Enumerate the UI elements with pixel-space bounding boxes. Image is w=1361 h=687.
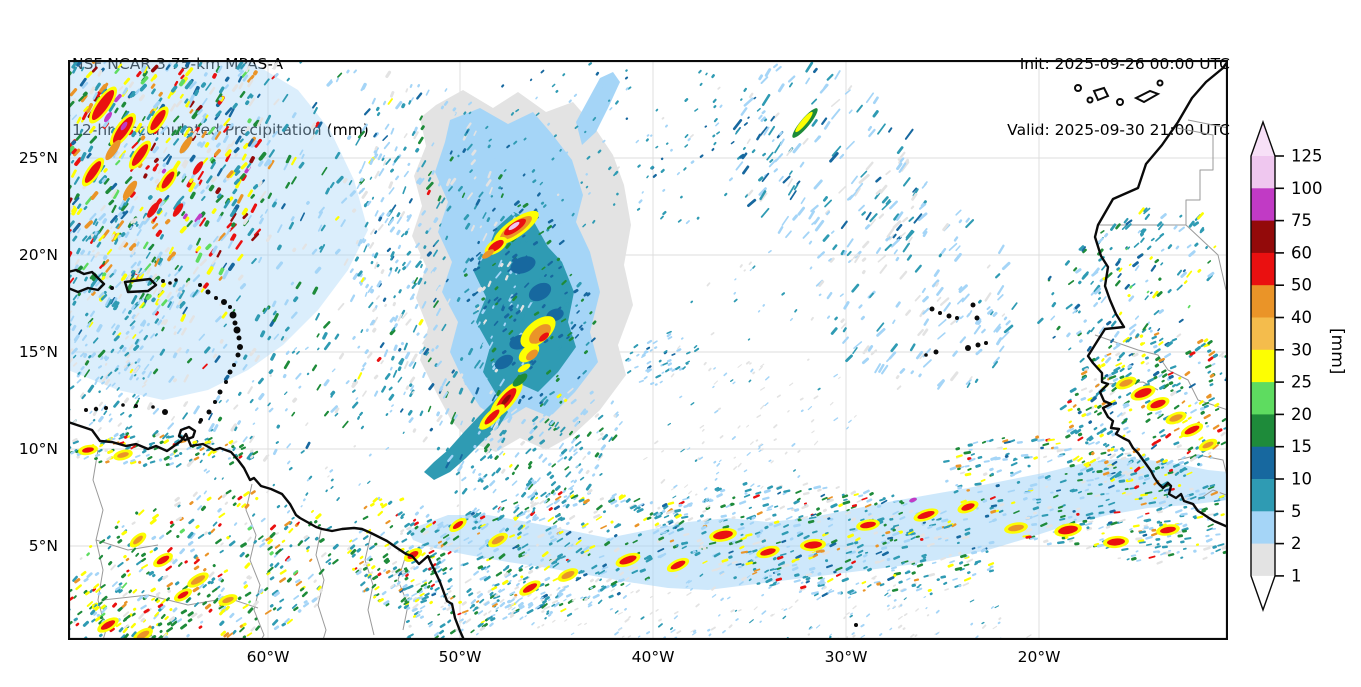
colorbar-tick-label: 75 (1291, 211, 1312, 230)
colorbar-segment (1251, 479, 1275, 512)
forecast-times: Init: 2025-09-26 00:00 UTC Valid: 2025-0… (1007, 9, 1230, 185)
colorbar-tick-label: 5 (1291, 502, 1302, 521)
coastline-africa (1086, 60, 1228, 529)
colorbar-tick-label: 20 (1291, 405, 1312, 424)
map-frame-border (68, 60, 1228, 640)
colorbar-tick-label: 10 (1291, 470, 1312, 489)
colorbar-segment (1251, 220, 1275, 254)
y-tick-label: 10°N (18, 440, 58, 458)
country-borders (92, 119, 1228, 640)
colorbar-segment (1251, 446, 1275, 480)
init-time-label: Init: 2025-09-26 00:00 UTC (1019, 55, 1230, 73)
y-tick-label: 20°N (18, 246, 58, 264)
colorbar-segment (1251, 543, 1275, 577)
coastline-south-america (68, 420, 466, 640)
x-tick-label: 20°W (1017, 648, 1061, 666)
x-tick-label: 40°W (631, 648, 675, 666)
colorbar-tick-label: 100 (1291, 179, 1323, 198)
y-tick-label: 5°N (28, 537, 58, 555)
precipitation-map (68, 60, 1228, 640)
colorbar-tick-label: 15 (1291, 437, 1312, 456)
colorbar-tick-label: 40 (1291, 308, 1312, 327)
colorbar-tick-label: 50 (1291, 276, 1312, 295)
colorbar-tick-label: 25 (1291, 373, 1312, 392)
colorbar-segment (1251, 382, 1275, 415)
coastline-trinidad (177, 425, 197, 442)
colorbar-over-arrow (1251, 122, 1275, 156)
colorbar-units-label: [mm] (1327, 328, 1347, 375)
colorbar-tick-label: 30 (1291, 340, 1312, 359)
colorbar-segment (1251, 285, 1275, 318)
coastline-puerto-rico (123, 277, 158, 294)
x-tick-label: 30°W (824, 648, 868, 666)
canary-island (1092, 86, 1110, 102)
colorbar-tick-label: 125 (1291, 147, 1323, 166)
coastlines (68, 60, 1228, 640)
precip-heavy-cores (78, 86, 1218, 640)
x-tick-label: 50°W (438, 648, 482, 666)
colorbar-segment (1251, 156, 1275, 189)
y-tick-label: 25°N (18, 149, 58, 167)
x-tick-label: 60°W (246, 648, 290, 666)
y-tick-label: 15°N (18, 343, 58, 361)
colorbar-segment (1251, 317, 1275, 351)
colorbar-segment (1251, 511, 1275, 545)
colorbar-segment (1251, 414, 1275, 448)
coastline-hispaniola (68, 268, 106, 294)
map-canvas (68, 60, 1228, 640)
colorbar-tick-label: 60 (1291, 243, 1312, 262)
colorbar-under-arrow (1251, 575, 1275, 610)
colorbar-tick-label: 2 (1291, 534, 1302, 553)
colorbar-tick-label: 1 (1291, 566, 1302, 585)
colorbar-segment (1251, 252, 1275, 286)
colorbar-segment (1251, 188, 1275, 222)
small-islands (84, 79, 1164, 627)
colorbar-segment (1251, 349, 1275, 383)
colorbar: 125 100 75 60 50 40 30 25 20 15 10 5 2 1 (1250, 119, 1323, 613)
